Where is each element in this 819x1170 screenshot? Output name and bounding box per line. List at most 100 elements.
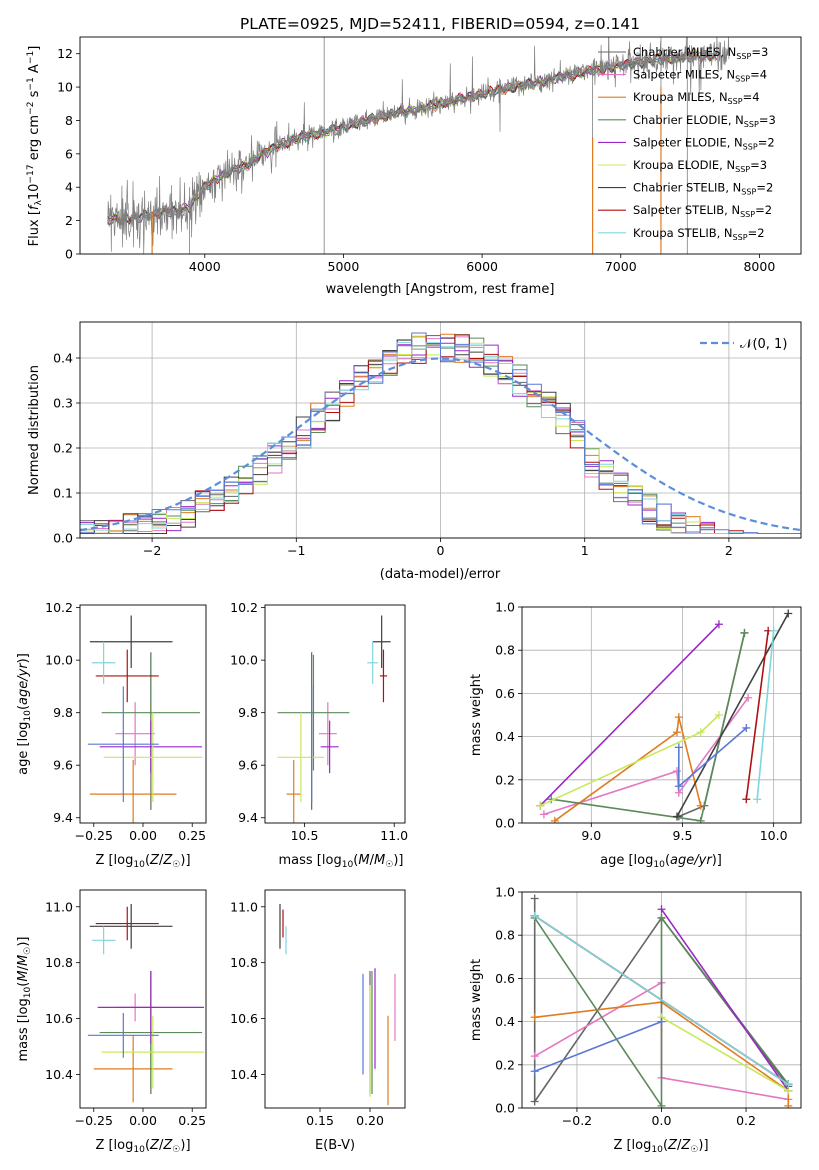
error-bar-point (101, 1015, 205, 1089)
legend-entry: Chabrier STELIB, NSSP=2 (633, 181, 773, 197)
histogram-series-step (80, 332, 801, 534)
x-tick-label: −1 (287, 543, 305, 558)
ebv-mass-panel: 0.15 0.20 10.4 10.6 10.8 11.0 (230, 889, 406, 1128)
mass-weight-marker (742, 795, 751, 804)
error-bar-point (372, 615, 391, 669)
mass-weight-marker (674, 713, 683, 722)
mass-weight-line (534, 1020, 662, 1073)
figure-title: PLATE=0925, MJD=52411, FIBERID=0594, z=0… (240, 15, 640, 33)
x-tick-label: 0.20 (356, 1113, 384, 1128)
y-tick-label: 10.4 (45, 1067, 73, 1082)
x-tick-label: 0.25 (178, 828, 206, 843)
error-bar-point (379, 649, 388, 703)
error-bar-point (91, 641, 116, 684)
age-weight-y-axis-label: mass weight (469, 674, 484, 756)
y-tick-label: 4 (65, 180, 73, 195)
y-tick-label: 0.6 (495, 971, 515, 986)
histogram-panel-frame (79, 321, 802, 539)
z-weight-panel-frame (521, 891, 802, 1109)
mass-weight-marker (696, 728, 705, 737)
x-tick-label: 11.0 (380, 828, 408, 843)
error-bar-point (87, 686, 159, 802)
y-tick-label: 12 (57, 46, 73, 61)
age-weight-panel-plot-area (536, 609, 793, 823)
z-mass-panel-plot-area (87, 903, 205, 1103)
mass-weight-marker (673, 767, 681, 776)
observed-spectrum-line (107, 37, 730, 254)
mass-weight-marker (657, 1017, 666, 1026)
error-bar-point (95, 649, 159, 703)
mass-weight-marker (674, 743, 683, 752)
y-tick-label: 0.6 (495, 686, 515, 701)
error-bar-point (99, 720, 203, 774)
z-age-x-axis-label: Z [log10(Z/Z☉)] (95, 853, 190, 870)
ebv-x-axis-label: E(B-V) (315, 1138, 355, 1153)
z-weight-y-axis-label: mass weight (469, 959, 484, 1041)
mass-weight-line (539, 623, 720, 807)
legend-entry: Salpeter MILES, NSSP=4 (633, 68, 767, 84)
y-tick-label: 6 (65, 146, 73, 161)
mass-weight-marker (530, 1052, 539, 1061)
x-tick-label: 0 (437, 543, 445, 558)
spectrum-legend: Chabrier MILES, NSSP=3 Salpeter MILES, NS… (598, 45, 776, 242)
spectrum-panel-plot-area (107, 37, 730, 254)
error-bar-point (93, 1035, 173, 1103)
y-tick-label: 0.1 (53, 486, 73, 501)
x-tick-label: 0.15 (306, 1113, 334, 1128)
y-tick-label: 10.6 (45, 1011, 73, 1026)
mass-weight-marker (674, 782, 683, 791)
mass-age-panel-frame (264, 604, 406, 824)
x-tick-label: 0.0 (652, 1113, 672, 1128)
x-tick-label: 1 (581, 543, 589, 558)
x-tick-label: 10.0 (760, 828, 788, 843)
y-tick-label: 9.6 (53, 758, 73, 773)
z-mass-x-axis-label: Z [log10(Z/Z☉)] (95, 1138, 190, 1155)
z-mass-panel-frame (79, 889, 207, 1109)
y-tick-label: 0.2 (53, 441, 73, 456)
histogram-legend-label: 𝒩(0, 1) (740, 337, 787, 352)
y-tick-label: 0.0 (495, 1101, 515, 1116)
mass-weight-line (745, 630, 769, 800)
mass-weight-marker (740, 628, 749, 637)
legend-entry: Chabrier MILES, NSSP=3 (633, 45, 768, 61)
mass-weight-marker (769, 626, 778, 635)
y-tick-label: 0.0 (495, 816, 515, 831)
y-tick-label: 10.2 (45, 600, 73, 615)
mass-age-x-axis-label: mass [log10(M/M☉)] (279, 853, 404, 870)
z-mass-panel: −0.25 0.00 0.25 10.4 10.6 10.8 11.0 (45, 889, 207, 1128)
y-tick-label: 10.0 (45, 653, 73, 668)
ebv-mass-panel-plot-area (279, 903, 396, 1106)
mass-weight-marker (784, 1080, 793, 1089)
y-tick-label: 0.3 (53, 396, 73, 411)
mass-weight-marker (673, 728, 681, 737)
spectrum-y-axis-label: Flux [fλ10−17 erg cm−2 s−1 A−1] (26, 46, 44, 247)
mass-weight-marker (530, 1067, 539, 1076)
y-tick-label: 10.2 (230, 600, 258, 615)
y-tick-label: 10.0 (230, 653, 258, 668)
error-bar-point (91, 926, 116, 955)
x-tick-label: −0.25 (75, 1113, 113, 1128)
mass-age-panel: 10.5 11.0 9.4 9.6 9.8 10.0 10.2 (230, 600, 408, 843)
legend-entry: Salpeter ELODIE, NSSP=2 (633, 135, 775, 151)
mass-weight-marker (530, 894, 539, 903)
x-tick-label: 10.5 (291, 828, 319, 843)
y-tick-label: 10.6 (230, 1011, 258, 1026)
mass-weight-marker (714, 711, 723, 719)
error-bar-point (320, 720, 339, 774)
error-bar-point (277, 712, 325, 802)
mass-weight-marker (744, 693, 753, 702)
y-tick-label: 0.4 (495, 1014, 515, 1029)
mass-weight-marker (784, 609, 793, 618)
mass-weight-marker (673, 812, 681, 821)
error-bar-point (367, 641, 379, 684)
z-age-panel-frame (79, 604, 207, 824)
mass-weight-marker (536, 801, 545, 810)
x-tick-label: 7000 (605, 259, 637, 274)
age-weight-x-axis-label: age [log10(age/yr)] (600, 853, 722, 870)
mass-weight-line (534, 1001, 790, 1106)
mass-weight-marker (657, 905, 666, 914)
y-tick-label: 9.4 (53, 810, 73, 825)
normal-reference-curve (80, 357, 801, 532)
mass-weight-marker (530, 1013, 539, 1022)
